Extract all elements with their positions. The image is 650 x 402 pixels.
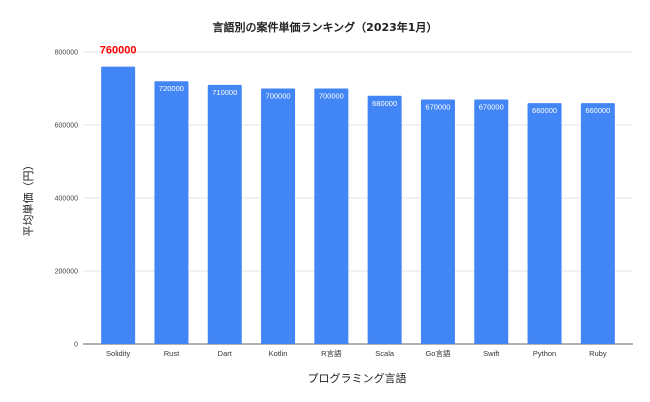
data-label: 660000 xyxy=(585,106,610,115)
x-tick-label: Solidity xyxy=(106,349,130,358)
chart-title: 言語別の案件単価ランキング（2023年1月） xyxy=(213,20,438,34)
y-tick-label: 200000 xyxy=(55,269,78,276)
x-tick-label: Kotlin xyxy=(269,349,288,358)
data-label: 670000 xyxy=(425,102,450,111)
x-tick-label: Go言語 xyxy=(425,348,451,358)
data-label: 720000 xyxy=(159,84,184,93)
x-tick-label: Dart xyxy=(218,349,233,358)
y-tick-label: 800000 xyxy=(55,50,78,57)
data-label: 700000 xyxy=(266,92,291,101)
labels: 0 200000 400000 600000 800000 Solidity 760000 R… xyxy=(55,45,611,358)
data-label: 710000 xyxy=(212,88,237,97)
x-tick-label: Python xyxy=(533,349,556,358)
data-label: 660000 xyxy=(532,106,557,115)
x-tick-label: Scala xyxy=(375,349,395,358)
data-label: 680000 xyxy=(372,99,397,108)
x-tick-label: R言語 xyxy=(321,348,342,358)
x-tick-label: Ruby xyxy=(589,349,607,358)
data-label: 760000 xyxy=(100,45,137,57)
bar xyxy=(261,88,296,344)
bar xyxy=(527,103,562,344)
bar xyxy=(367,95,402,344)
bar xyxy=(314,88,349,344)
bar xyxy=(420,99,455,344)
bars xyxy=(101,66,615,344)
bar xyxy=(207,84,242,344)
data-label: 700000 xyxy=(319,92,344,101)
bar xyxy=(580,103,615,344)
data-label: 670000 xyxy=(479,102,504,111)
y-tick-label: 400000 xyxy=(55,196,78,203)
bar xyxy=(154,81,189,344)
y-axis-label: 平均単価（円） xyxy=(21,160,35,237)
bar xyxy=(101,66,136,344)
y-tick-label: 600000 xyxy=(55,123,78,130)
x-tick-label: Rust xyxy=(164,349,180,358)
y-tick-label: 0 xyxy=(74,342,78,349)
x-axis-label: プログラミング言語 xyxy=(308,371,407,385)
x-tick-label: Swift xyxy=(483,349,500,358)
bar xyxy=(474,99,509,344)
